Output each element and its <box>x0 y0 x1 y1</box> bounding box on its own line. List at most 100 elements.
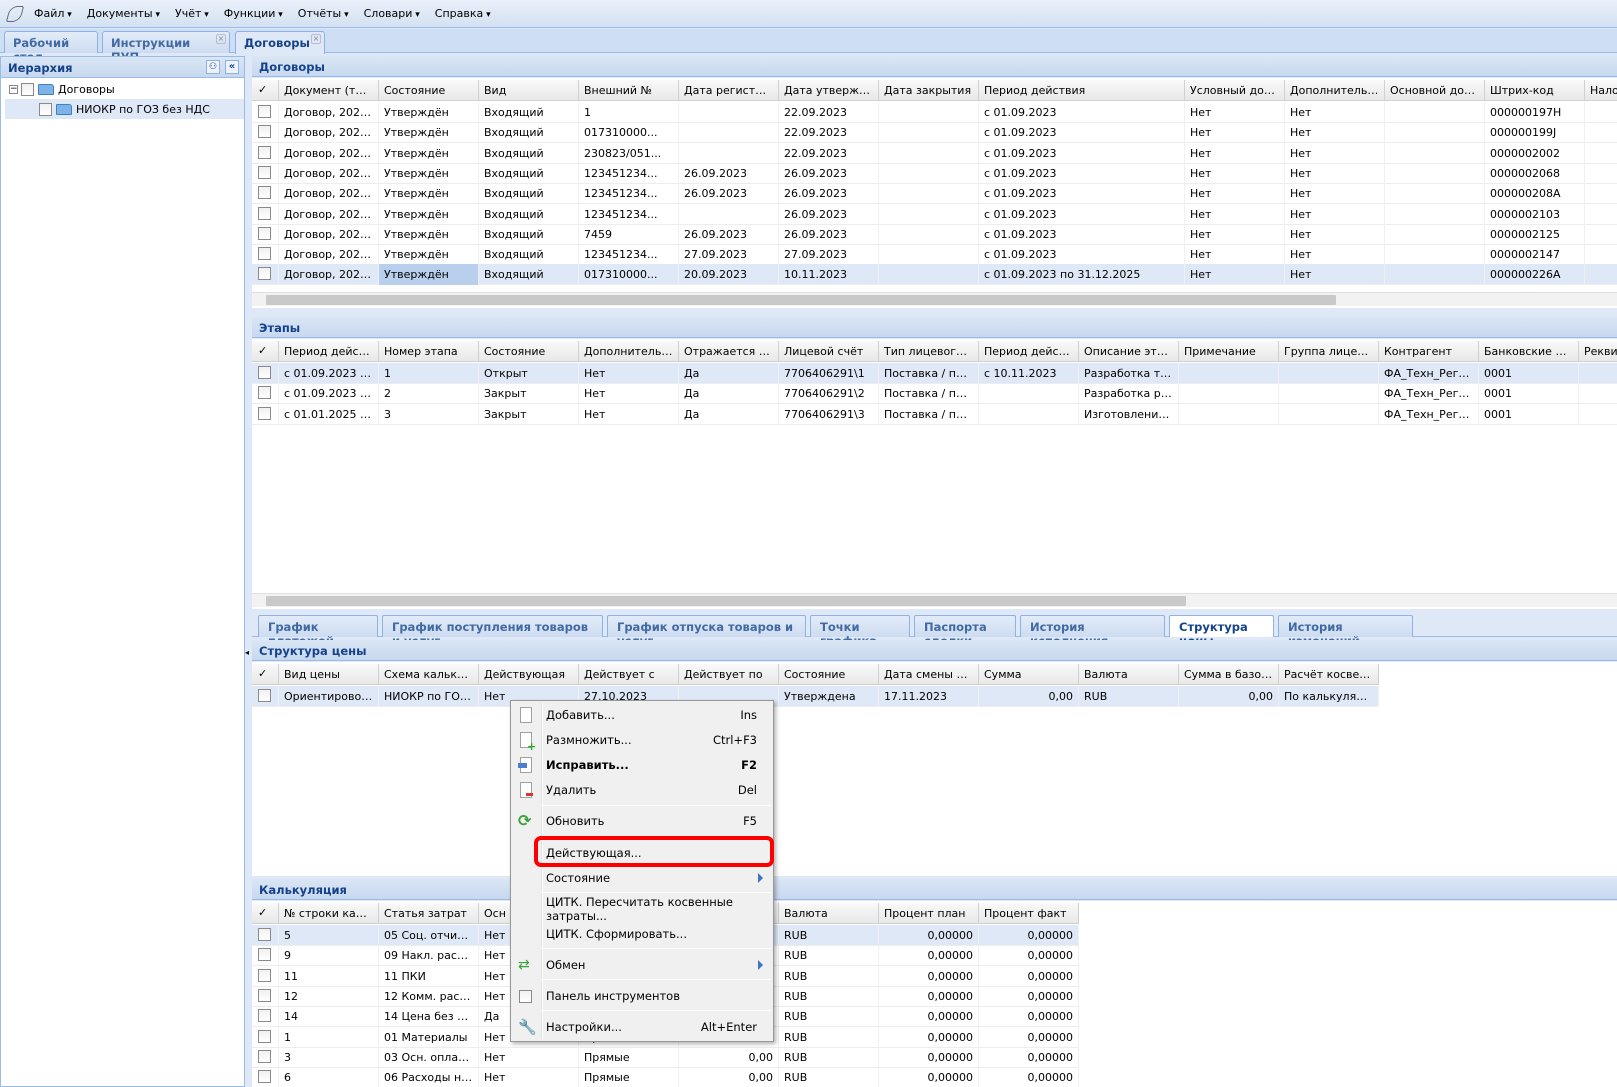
menu-4[interactable]: Отчёты <box>298 7 349 20</box>
table-row[interactable]: Договор, 2023/... Утверждён Входящий 017310… <box>252 122 1617 144</box>
collapse-arrow-icon[interactable]: ◂ <box>245 648 250 657</box>
row-checkbox[interactable] <box>252 203 279 225</box>
tab-2[interactable]: Договоры × <box>235 31 325 54</box>
menu-item-7[interactable]: ЦИТК. Пересчитать косвенные затраты... <box>513 895 771 923</box>
checkbox[interactable] <box>258 125 271 139</box>
table-row[interactable]: Договор, 2023/... Утверждён Входящий 7459 26… <box>252 223 1617 245</box>
menu-5[interactable]: Словари <box>364 7 420 20</box>
select-all-checkmark-icon[interactable]: ✓ <box>252 664 279 685</box>
row-checkbox[interactable] <box>252 1067 279 1087</box>
horizontal-scrollbar[interactable] <box>252 292 1617 306</box>
column-header[interactable]: Банковские реквиз <box>1479 341 1579 362</box>
menu-0[interactable]: Файл <box>34 7 72 20</box>
row-checkbox[interactable] <box>252 183 279 205</box>
column-header[interactable]: Сумма в базовой в <box>1179 664 1279 685</box>
row-checkbox[interactable] <box>252 383 279 405</box>
column-header[interactable]: Процент факт <box>979 903 1079 924</box>
column-header[interactable]: Номер этапа <box>379 341 479 362</box>
row-checkbox[interactable] <box>252 264 279 286</box>
column-header[interactable]: Период действия.. <box>279 341 379 362</box>
column-header[interactable]: Дата смены состоя <box>879 664 979 685</box>
row-checkbox[interactable] <box>252 223 279 245</box>
menu-item-0[interactable]: Добавить... Ins <box>513 703 771 727</box>
close-icon[interactable]: × <box>311 34 321 44</box>
column-header[interactable]: Внешний № <box>579 80 679 101</box>
column-header[interactable]: Валюта <box>1079 664 1179 685</box>
collapse-icon[interactable]: « <box>225 60 239 74</box>
select-all-checkmark-icon[interactable]: ✓ <box>252 341 279 362</box>
column-header[interactable]: Дата регистрации. <box>679 80 779 101</box>
column-header[interactable]: Период действия <box>979 80 1185 101</box>
checkbox[interactable] <box>39 102 52 116</box>
table-row[interactable]: с 01.09.2023 п... 2 Закрыт Нет Да 7706406291\… <box>252 383 1617 405</box>
column-header[interactable]: Условный договор <box>1185 80 1285 101</box>
menu-item-3[interactable]: Удалить Del <box>513 778 771 802</box>
tree-node[interactable]: − Договоры <box>5 79 244 99</box>
column-header[interactable]: Дополнительное с <box>579 341 679 362</box>
row-checkbox[interactable] <box>252 363 279 384</box>
row-checkbox[interactable] <box>252 925 279 946</box>
row-checkbox[interactable] <box>252 162 279 184</box>
table-row[interactable]: Договор, 2023/... Утверждён Входящий 123451… <box>252 203 1617 225</box>
table-row[interactable]: Договор, 2023/... Утверждён Входящий 1 22.09… <box>252 102 1617 123</box>
menu-item-5[interactable]: Действующая... <box>513 841 771 865</box>
select-all-checkmark-icon[interactable]: ✓ <box>252 903 279 924</box>
column-header[interactable]: Штрих-код <box>1485 80 1585 101</box>
checkbox[interactable] <box>258 406 271 420</box>
column-header[interactable] <box>679 903 779 924</box>
column-header[interactable]: Дата утверждения <box>779 80 879 101</box>
column-header[interactable]: Период действия л <box>979 341 1079 362</box>
menu-item-2[interactable]: Исправить... F2 <box>513 753 771 777</box>
menu-item-4[interactable]: ⟳ Обновить F5 <box>513 809 771 833</box>
checkbox[interactable] <box>258 1029 271 1043</box>
scrollbar-thumb[interactable] <box>266 596 1186 606</box>
collapse-tree-icon[interactable]: − <box>9 83 18 94</box>
checkbox[interactable] <box>258 386 271 400</box>
detail-tab-7[interactable]: История изменений <box>1278 615 1413 648</box>
select-all-checkmark-icon[interactable]: ✓ <box>252 80 279 101</box>
column-header[interactable]: Состояние <box>379 80 479 101</box>
column-header[interactable]: Процент план <box>879 903 979 924</box>
row-checkbox[interactable] <box>252 1026 279 1048</box>
column-header[interactable]: Лицевой счёт <box>779 341 879 362</box>
checkbox[interactable] <box>258 948 271 962</box>
tab-1[interactable]: Инструкции ПУП× <box>102 31 230 64</box>
checkbox[interactable] <box>258 165 271 179</box>
binoculars-icon[interactable]: ⚇ <box>206 60 220 74</box>
column-header[interactable]: Вид цены <box>279 664 379 685</box>
row-checkbox[interactable] <box>252 142 279 164</box>
table-row[interactable]: Ориентировоч... НИОКР по ГОЗ ... Нет 27.10.… <box>252 686 1379 707</box>
menu-item-11[interactable]: 🔧 Настройки... Alt+Enter <box>513 1015 771 1039</box>
checkbox[interactable] <box>258 689 271 702</box>
column-header[interactable]: № строки калькул <box>279 903 379 924</box>
row-checkbox[interactable] <box>252 403 279 425</box>
checkbox-icon[interactable] <box>518 988 534 1005</box>
table-row[interactable]: с 01.01.2025 п... 3 Закрыт Нет Да 7706406291\… <box>252 403 1617 425</box>
row-checkbox[interactable] <box>252 965 279 987</box>
checkbox[interactable] <box>258 267 271 281</box>
menu-item-8[interactable]: ЦИТК. Сформировать... <box>513 922 771 946</box>
detail-tab-1[interactable]: График поступления товаров и услуг <box>382 615 603 648</box>
column-header[interactable]: Описание этапа <box>1079 341 1179 362</box>
table-row[interactable]: Договор, 2023/... Утверждён Входящий 017310… <box>252 264 1617 286</box>
column-header[interactable]: Вид <box>479 80 579 101</box>
checkbox[interactable] <box>258 1049 271 1063</box>
column-header[interactable]: Валюта <box>779 903 879 924</box>
detail-tab-4[interactable]: Паспорта сделки <box>914 615 1016 648</box>
tab-0[interactable]: Рабочий стол <box>4 31 98 64</box>
column-header[interactable]: Состояние <box>479 341 579 362</box>
column-header[interactable]: Действует по <box>679 664 779 685</box>
column-header[interactable]: Состояние <box>779 664 879 685</box>
menu-3[interactable]: Функции <box>224 7 283 20</box>
horizontal-scrollbar[interactable] <box>252 593 1617 607</box>
row-checkbox[interactable] <box>252 945 279 967</box>
menu-6[interactable]: Справка <box>435 7 491 20</box>
checkbox[interactable] <box>258 206 271 220</box>
row-checkbox[interactable] <box>252 102 279 123</box>
checkbox[interactable] <box>258 988 271 1002</box>
menu-item-9[interactable]: ⇄ Обмен <box>513 953 771 977</box>
checkbox[interactable] <box>258 247 271 261</box>
row-checkbox[interactable] <box>252 244 279 266</box>
column-header[interactable]: Документ (тип, № <box>279 80 379 101</box>
checkbox[interactable] <box>258 105 271 118</box>
